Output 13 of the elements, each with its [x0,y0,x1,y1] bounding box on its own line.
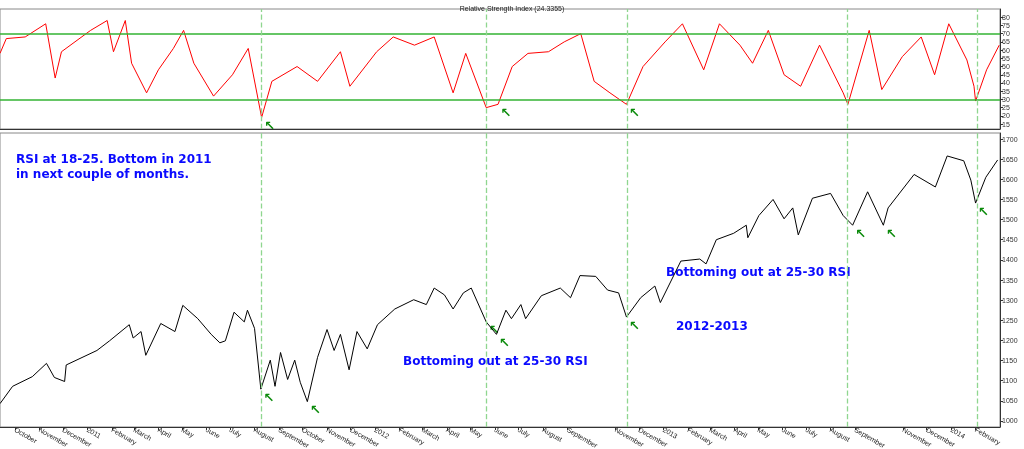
annotation: ↖ [500,104,512,120]
annotation: ↖ [263,389,275,405]
annotation: ↖ [309,402,321,418]
annotation: ↖ [885,225,897,241]
annotation: ↖ [855,225,867,241]
annotation: 2012-2013 [676,318,748,333]
annotation: ↖ [264,117,276,133]
annotation: RSI at 18-25. Bottom in 2011 in next couple of months. [16,151,212,181]
annotation: ↖ [629,104,640,120]
annotation: ↖ [629,317,640,333]
annotation: ↖ [499,334,510,350]
annotation: Bottoming out at 25-30 RSI [403,353,588,368]
annotation: ↖ [978,203,990,219]
